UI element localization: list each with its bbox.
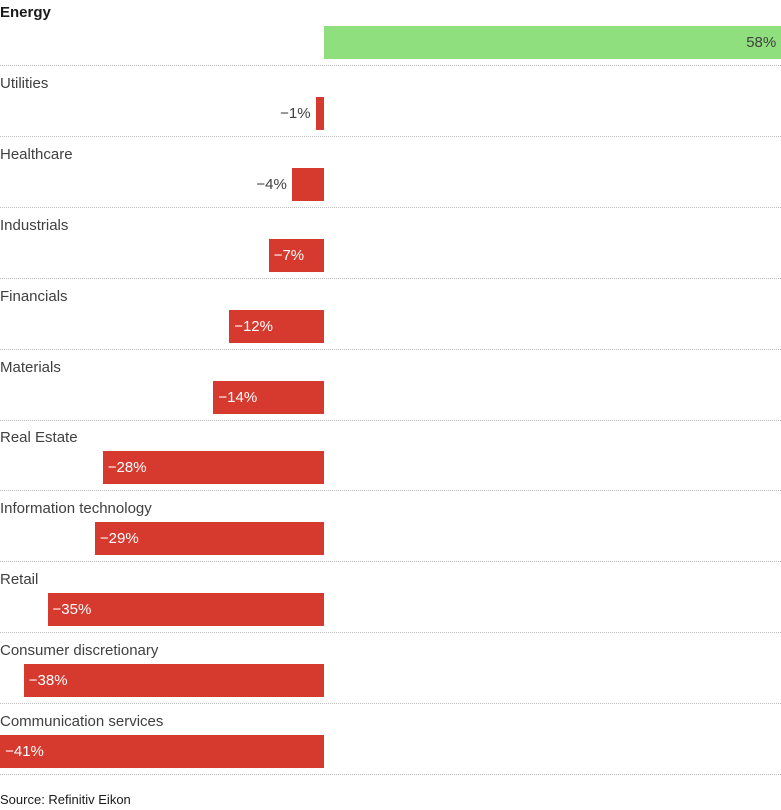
category-label: Communication services bbox=[0, 713, 164, 730]
row-divider bbox=[0, 65, 781, 66]
category-label: Utilities bbox=[0, 74, 49, 92]
row-divider bbox=[0, 348, 781, 350]
value-label: −28% bbox=[107, 459, 147, 477]
bar bbox=[316, 96, 324, 130]
bar-chart: Energy 58% Utilities −1% Healthcare −4% Indust… bbox=[0, 4, 781, 775]
bar bbox=[292, 167, 324, 201]
row-divider bbox=[0, 561, 781, 563]
value-label: −14% bbox=[218, 388, 258, 406]
row-divider bbox=[0, 490, 781, 492]
category-label: Energy bbox=[0, 4, 51, 21]
category-label: Materials bbox=[0, 358, 61, 376]
category-label: Retail bbox=[0, 571, 39, 589]
value-label: −38% bbox=[28, 672, 68, 690]
bar bbox=[213, 380, 324, 414]
bar bbox=[23, 664, 324, 698]
bar bbox=[268, 238, 324, 272]
category-label: Consumer discretionary bbox=[0, 642, 159, 660]
value-label: −7% bbox=[273, 246, 305, 264]
row-divider bbox=[0, 206, 781, 208]
bar bbox=[324, 26, 781, 59]
source-note: Source: Refinitiv Eikon bbox=[0, 792, 131, 807]
row-divider bbox=[0, 774, 781, 775]
value-label: −35% bbox=[52, 601, 92, 619]
value-label: −4% bbox=[256, 175, 287, 193]
row-divider bbox=[0, 632, 781, 634]
category-label: Healthcare bbox=[0, 145, 73, 163]
row-divider bbox=[0, 277, 781, 279]
bar bbox=[94, 522, 324, 556]
category-label: Industrials bbox=[0, 216, 69, 234]
value-label: −29% bbox=[99, 530, 139, 548]
row-divider bbox=[0, 703, 781, 705]
category-label: Real Estate bbox=[0, 429, 78, 447]
value-label: 58% bbox=[746, 34, 777, 51]
category-label: Information technology bbox=[0, 500, 152, 518]
bar bbox=[0, 735, 324, 768]
category-label: Financials bbox=[0, 287, 68, 305]
value-label: −41% bbox=[5, 743, 44, 760]
bar bbox=[102, 451, 324, 485]
bar bbox=[47, 593, 324, 627]
row-divider bbox=[0, 135, 781, 137]
bar bbox=[229, 309, 324, 343]
value-label: −1% bbox=[280, 104, 311, 122]
value-label: −12% bbox=[234, 317, 273, 335]
row-divider bbox=[0, 419, 781, 421]
